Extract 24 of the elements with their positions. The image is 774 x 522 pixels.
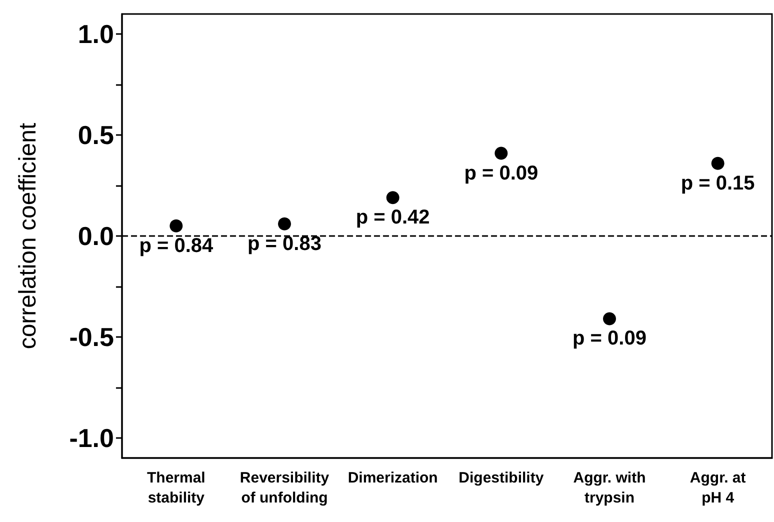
annotation: p = 0.83 <box>248 232 322 255</box>
y-tick-label: 1.0 <box>78 19 114 50</box>
y-tick-label: -0.5 <box>69 322 114 352</box>
y-axis-title: correlation coefficient <box>14 122 42 350</box>
point <box>278 217 291 230</box>
x-tick-label: Reversibility of unfolding <box>240 470 330 506</box>
point <box>386 191 400 204</box>
annotation: p = 0.42 <box>356 206 430 229</box>
x-tick-label: Aggr. at pH 4 <box>690 470 746 506</box>
annotation: p = 0.09 <box>464 162 538 184</box>
y-tick-label: 0.0 <box>78 221 114 251</box>
y-tick-label: -1.0 <box>69 422 114 453</box>
annotation: p = 0.09 <box>572 328 646 350</box>
point <box>603 312 616 326</box>
annotation: p = 0.84 <box>139 234 214 257</box>
x-tick-label: Digestibility <box>458 470 544 486</box>
point <box>170 219 183 232</box>
point <box>494 146 508 160</box>
point <box>711 156 724 170</box>
x-tick-label: Dimerization <box>348 470 438 486</box>
x-tick-label: Aggr. with trypsin <box>573 470 646 506</box>
annotation: p = 0.15 <box>680 172 755 194</box>
x-tick-label: Thermal stability <box>146 470 206 506</box>
y-tick-label: 0.5 <box>78 120 114 150</box>
